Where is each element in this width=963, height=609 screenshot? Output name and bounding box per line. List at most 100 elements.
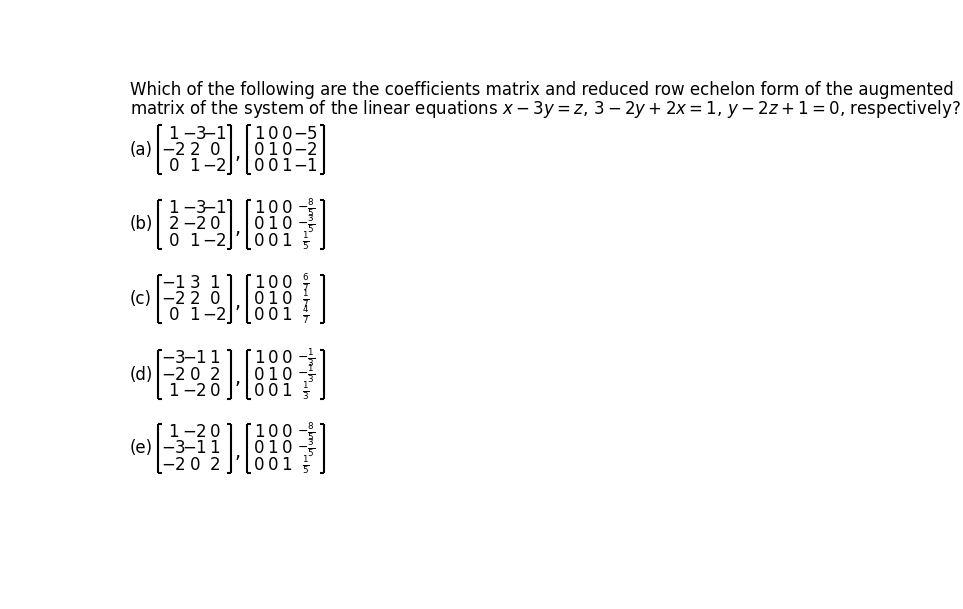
Text: $0$: $0$	[268, 456, 278, 474]
Text: $2$: $2$	[190, 141, 200, 159]
Text: $-3$: $-3$	[161, 440, 187, 457]
Text: $1$: $1$	[253, 350, 265, 367]
Text: $0$: $0$	[169, 157, 179, 175]
Text: $1$: $1$	[169, 124, 179, 143]
Text: $1$: $1$	[268, 290, 278, 308]
Text: $0$: $0$	[281, 124, 293, 143]
Text: $1$: $1$	[268, 216, 278, 233]
Text: $1$: $1$	[169, 199, 179, 217]
Text: $-\frac{3}{5}$: $-\frac{3}{5}$	[297, 437, 315, 459]
Text: $1$: $1$	[268, 141, 278, 159]
Text: $0$: $0$	[253, 306, 265, 324]
Text: $0$: $0$	[253, 216, 265, 233]
Text: $\frac{1}{5}$: $\frac{1}{5}$	[301, 230, 309, 252]
Text: $-\frac{8}{5}$: $-\frac{8}{5}$	[297, 197, 315, 219]
Text: $1$: $1$	[209, 350, 221, 367]
Text: $0$: $0$	[281, 440, 293, 457]
Text: $0$: $0$	[268, 199, 278, 217]
Text: $-1$: $-1$	[202, 199, 227, 217]
Text: $-2$: $-2$	[182, 382, 207, 400]
Text: $-3$: $-3$	[161, 350, 187, 367]
Text: $0$: $0$	[253, 290, 265, 308]
Text: $0$: $0$	[253, 365, 265, 384]
Text: $0$: $0$	[253, 231, 265, 250]
Text: $1$: $1$	[253, 199, 265, 217]
Text: $0$: $0$	[169, 231, 179, 250]
Text: $0$: $0$	[209, 216, 221, 233]
Text: $0$: $0$	[268, 124, 278, 143]
Text: ,: ,	[234, 369, 241, 388]
Text: $0$: $0$	[253, 456, 265, 474]
Text: $0$: $0$	[281, 290, 293, 308]
Text: $0$: $0$	[189, 365, 200, 384]
Text: $0$: $0$	[253, 141, 265, 159]
Text: $1$: $1$	[268, 440, 278, 457]
Text: (c): (c)	[130, 290, 152, 308]
Text: $0$: $0$	[268, 423, 278, 442]
Text: matrix of the system of the linear equations $x - 3y = z,\, 3 - 2y + 2x = 1,\, y: matrix of the system of the linear equat…	[130, 99, 960, 121]
Text: $-1$: $-1$	[182, 440, 207, 457]
Text: $1$: $1$	[209, 274, 221, 292]
Text: $1$: $1$	[281, 231, 293, 250]
Text: (d): (d)	[130, 365, 153, 384]
Text: $1$: $1$	[281, 382, 293, 400]
Text: $-2$: $-2$	[162, 365, 186, 384]
Text: $1$: $1$	[189, 306, 200, 324]
Text: $1$: $1$	[189, 157, 200, 175]
Text: $1$: $1$	[169, 423, 179, 442]
Text: $-2$: $-2$	[162, 141, 186, 159]
Text: $0$: $0$	[281, 423, 293, 442]
Text: $-2$: $-2$	[202, 231, 227, 250]
Text: $\frac{4}{7}$: $\frac{4}{7}$	[301, 304, 309, 326]
Text: $-\frac{1}{3}$: $-\frac{1}{3}$	[297, 364, 315, 385]
Text: $0$: $0$	[281, 274, 293, 292]
Text: $-3$: $-3$	[182, 124, 207, 143]
Text: $-2$: $-2$	[202, 157, 227, 175]
Text: $0$: $0$	[209, 290, 221, 308]
Text: ,: ,	[234, 219, 241, 238]
Text: $0$: $0$	[209, 423, 221, 442]
Text: $0$: $0$	[268, 306, 278, 324]
Text: $1$: $1$	[268, 365, 278, 384]
Text: (e): (e)	[130, 440, 153, 457]
Text: $0$: $0$	[253, 157, 265, 175]
Text: $\frac{6}{7}$: $\frac{6}{7}$	[301, 272, 309, 294]
Text: $-2$: $-2$	[182, 216, 207, 233]
Text: $1$: $1$	[253, 274, 265, 292]
Text: $1$: $1$	[281, 456, 293, 474]
Text: (b): (b)	[130, 216, 153, 233]
Text: $-\frac{1}{3}$: $-\frac{1}{3}$	[297, 347, 315, 369]
Text: (a): (a)	[130, 141, 153, 159]
Text: ,: ,	[234, 144, 241, 163]
Text: $0$: $0$	[268, 274, 278, 292]
Text: $1$: $1$	[281, 157, 293, 175]
Text: ,: ,	[234, 294, 241, 312]
Text: $1$: $1$	[189, 231, 200, 250]
Text: $0$: $0$	[268, 157, 278, 175]
Text: $0$: $0$	[268, 350, 278, 367]
Text: $-1$: $-1$	[162, 274, 187, 292]
Text: $1$: $1$	[253, 124, 265, 143]
Text: $0$: $0$	[268, 231, 278, 250]
Text: $-\frac{3}{5}$: $-\frac{3}{5}$	[297, 213, 315, 235]
Text: $-2$: $-2$	[162, 290, 186, 308]
Text: $-2$: $-2$	[182, 423, 207, 442]
Text: $1$: $1$	[253, 423, 265, 442]
Text: $0$: $0$	[169, 306, 179, 324]
Text: $0$: $0$	[209, 141, 221, 159]
Text: $-2$: $-2$	[162, 456, 186, 474]
Text: $-1$: $-1$	[293, 157, 318, 175]
Text: $1$: $1$	[169, 382, 179, 400]
Text: $0$: $0$	[281, 216, 293, 233]
Text: $\frac{1}{7}$: $\frac{1}{7}$	[301, 288, 309, 310]
Text: $0$: $0$	[268, 382, 278, 400]
Text: $2$: $2$	[209, 456, 221, 474]
Text: $-2$: $-2$	[293, 141, 318, 159]
Text: $\frac{1}{5}$: $\frac{1}{5}$	[301, 454, 309, 476]
Text: $-\frac{8}{5}$: $-\frac{8}{5}$	[297, 421, 315, 443]
Text: $0$: $0$	[281, 350, 293, 367]
Text: $3$: $3$	[189, 274, 200, 292]
Text: $-1$: $-1$	[182, 350, 207, 367]
Text: Which of the following are the coefficients matrix and reduced row echelon form : Which of the following are the coefficie…	[130, 81, 953, 99]
Text: $-1$: $-1$	[202, 124, 227, 143]
